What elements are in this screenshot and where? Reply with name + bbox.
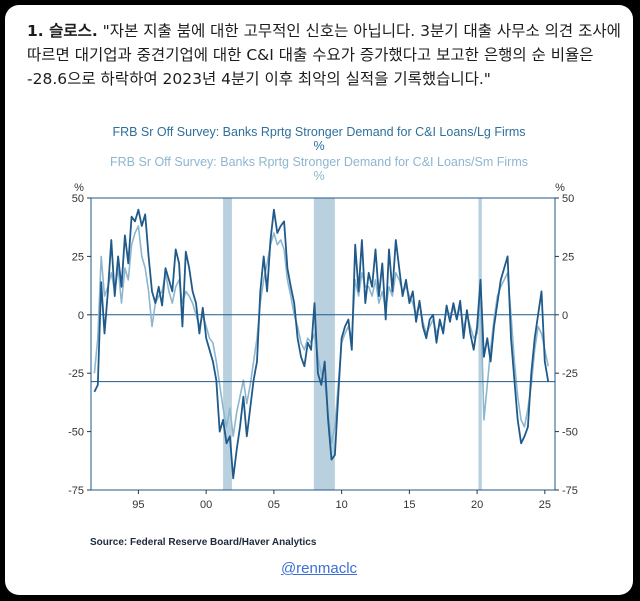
y-tick-label-left: -25 bbox=[68, 368, 84, 380]
x-tick-label: 15 bbox=[403, 499, 415, 511]
y-tick-label-left: -50 bbox=[68, 427, 84, 439]
x-ticks: 95 00 05 10 15 20 25 bbox=[132, 490, 551, 511]
author-handle-link[interactable]: @renmaclc bbox=[280, 560, 358, 577]
post-text: 1. 슬로스. "자본 지출 붐에 대한 고무적인 신호는 아닙니다. 3분기 … bbox=[27, 19, 623, 91]
chart-source: Source: Federal Reserve Board/Haver Anal… bbox=[90, 537, 317, 548]
recession-band-0 bbox=[223, 198, 232, 490]
y-tick-label-right: -50 bbox=[562, 427, 578, 439]
plot-frame bbox=[90, 197, 556, 491]
x-tick-label: 05 bbox=[268, 499, 280, 511]
chart-title-unit: % bbox=[313, 139, 324, 153]
y-tick-label-left: 0 bbox=[78, 310, 84, 322]
chart-subtitle: FRB Sr Off Survey: Banks Rprtg Stronger … bbox=[110, 155, 528, 169]
y-tick-label-right: 50 bbox=[562, 193, 574, 205]
chart: FRB Sr Off Survey: Banks Rprtg Stronger … bbox=[68, 125, 578, 548]
post-label: 1. 슬로스. bbox=[27, 22, 98, 40]
chart-title: FRB Sr Off Survey: Banks Rprtg Stronger … bbox=[112, 125, 525, 139]
y-tick-label-left: 50 bbox=[72, 193, 84, 205]
recession-band-1 bbox=[313, 198, 335, 490]
x-tick-label: 25 bbox=[539, 499, 551, 511]
series-layer bbox=[93, 208, 550, 480]
y-axis-right-label: % bbox=[555, 182, 565, 194]
y-tick-label-left: 25 bbox=[72, 251, 84, 263]
y-tick-label-left: -75 bbox=[68, 485, 84, 497]
y-tick-label-right: 0 bbox=[562, 310, 568, 322]
recession-band-2 bbox=[478, 198, 482, 490]
y-ticks: 50 50 25 25 0 0 -25 -25 -50 -50 -75 -75 bbox=[68, 193, 578, 497]
content-card: 1. 슬로스. "자본 지출 붐에 대한 고무적인 신호는 아닙니다. 3분기 … bbox=[5, 5, 633, 595]
x-tick-label: 10 bbox=[336, 499, 348, 511]
recession-bands bbox=[223, 198, 482, 490]
x-tick-label: 95 bbox=[132, 499, 144, 511]
y-tick-label-right: -25 bbox=[562, 368, 578, 380]
x-tick-label: 20 bbox=[471, 499, 483, 511]
chart-titles: FRB Sr Off Survey: Banks Rprtg Stronger … bbox=[110, 125, 528, 183]
series-line-lg-firms bbox=[93, 208, 550, 480]
series-line-sm-firms bbox=[93, 225, 549, 445]
chart-subtitle-unit: % bbox=[313, 169, 324, 183]
y-axis-left-label: % bbox=[74, 182, 84, 194]
y-tick-label-right: 25 bbox=[562, 251, 574, 263]
post-body: "자본 지출 붐에 대한 고무적인 신호는 아닙니다. 3분기 대출 사무소 의… bbox=[27, 22, 621, 88]
x-tick-label: 00 bbox=[200, 499, 212, 511]
y-tick-label-right: -75 bbox=[562, 485, 578, 497]
